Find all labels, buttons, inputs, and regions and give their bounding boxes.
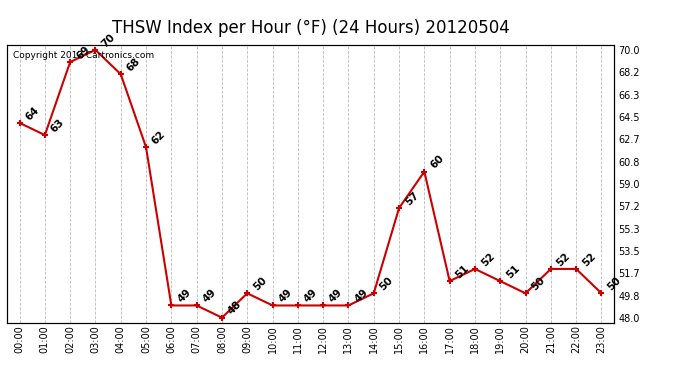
Text: 64: 64 bbox=[23, 105, 41, 122]
Text: 50: 50 bbox=[530, 275, 547, 292]
Title: THSW Index per Hour (°F) (24 Hours) 20120504: THSW Index per Hour (°F) (24 Hours) 2012… bbox=[112, 18, 509, 36]
Text: 49: 49 bbox=[201, 287, 218, 304]
Text: 50: 50 bbox=[606, 275, 623, 292]
Text: 52: 52 bbox=[479, 251, 496, 268]
Text: 70: 70 bbox=[99, 32, 117, 49]
Text: 69: 69 bbox=[75, 44, 92, 61]
Text: 51: 51 bbox=[454, 263, 471, 280]
Text: 63: 63 bbox=[49, 117, 66, 134]
Text: 49: 49 bbox=[353, 287, 370, 304]
Text: 50: 50 bbox=[378, 275, 395, 292]
Text: 62: 62 bbox=[150, 129, 168, 147]
Text: 52: 52 bbox=[580, 251, 598, 268]
Text: 49: 49 bbox=[327, 287, 344, 304]
Text: 48: 48 bbox=[226, 300, 244, 317]
Text: 50: 50 bbox=[251, 275, 268, 292]
Text: 52: 52 bbox=[555, 251, 572, 268]
Text: 57: 57 bbox=[403, 190, 421, 207]
Text: 68: 68 bbox=[125, 56, 142, 74]
Text: 51: 51 bbox=[504, 263, 522, 280]
Text: 49: 49 bbox=[175, 287, 193, 304]
Text: 60: 60 bbox=[428, 153, 446, 171]
Text: 49: 49 bbox=[302, 287, 319, 304]
Text: Copyright 2012 Cartronics.com: Copyright 2012 Cartronics.com bbox=[13, 51, 154, 60]
Text: 49: 49 bbox=[277, 287, 294, 304]
